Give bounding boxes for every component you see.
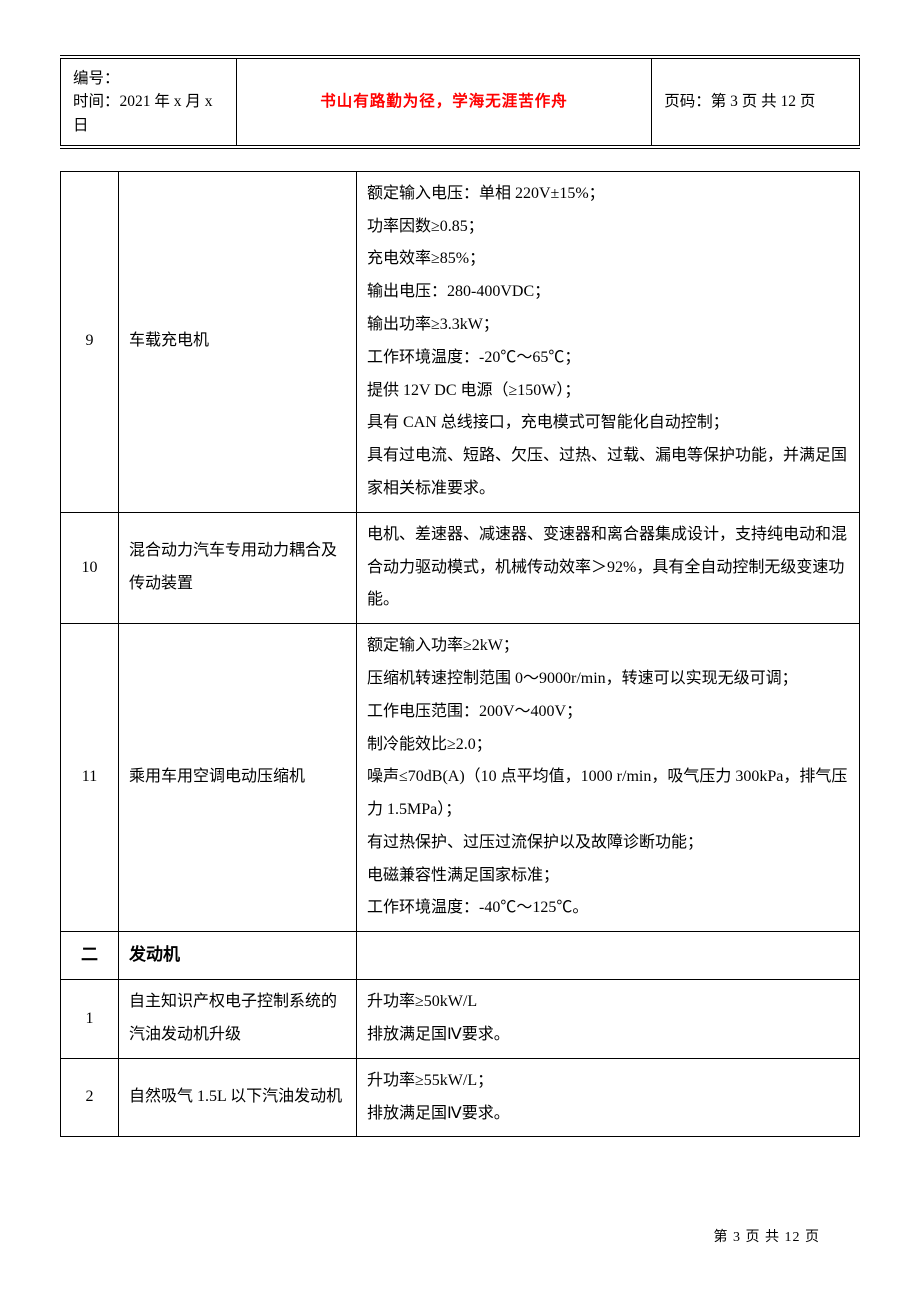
spec-line: 升功率≥50kW/L [367, 986, 849, 1019]
row-name: 自然吸气 1.5L 以下汽油发动机 [119, 1058, 357, 1137]
spec-line: 输出电压：280‑400VDC； [367, 276, 849, 309]
header-left-cell: 编号： 时间：2021 年 x 月 x 日 [61, 59, 237, 146]
spec-line: 额定输入功率≥2kW； [367, 630, 849, 663]
spec-line: 压缩机转速控制范围 0～9000r/min，转速可以实现无级可调； [367, 663, 849, 696]
spec-line: 输出功率≥3.3kW； [367, 309, 849, 342]
row-name: 乘用车用空调电动压缩机 [119, 624, 357, 932]
row-num: 1 [61, 980, 119, 1059]
spec-line: 功率因数≥0.85； [367, 211, 849, 244]
spec-line: 充电效率≥85%； [367, 243, 849, 276]
row-name: 自主知识产权电子控制系统的汽油发动机升级 [119, 980, 357, 1059]
row-spec: 升功率≥50kW/L 排放满足国Ⅳ要求。 [357, 980, 860, 1059]
row-num: 11 [61, 624, 119, 932]
spec-line: 工作环境温度：‑40℃～125℃。 [367, 892, 849, 925]
row-spec: 额定输入功率≥2kW； 压缩机转速控制范围 0～9000r/min，转速可以实现… [357, 624, 860, 932]
row-name: 混合动力汽车专用动力耦合及传动装置 [119, 512, 357, 623]
spec-line: 额定输入电压：单相 220V±15%； [367, 178, 849, 211]
spec-line: 具有 CAN 总线接口，充电模式可智能化自动控制； [367, 407, 849, 440]
spec-line: 工作电压范围：200V～400V； [367, 696, 849, 729]
table-row: 1 自主知识产权电子控制系统的汽油发动机升级 升功率≥50kW/L 排放满足国Ⅳ… [61, 980, 860, 1059]
spec-line: 提供 12V DC 电源（≥150W）； [367, 375, 849, 408]
spec-line: 电磁兼容性满足国家标准； [367, 860, 849, 893]
section-spec [357, 932, 860, 980]
header-motto: 书山有路勤为径，学海无涯苦作舟 [236, 59, 651, 146]
table-row: 2 自然吸气 1.5L 以下汽油发动机 升功率≥55kW/L； 排放满足国Ⅳ要求… [61, 1058, 860, 1137]
spec-line: 排放满足国Ⅳ要求。 [367, 1098, 849, 1131]
page-header: 编号： 时间：2021 年 x 月 x 日 书山有路勤为径，学海无涯苦作舟 页码… [60, 55, 860, 149]
row-num: 10 [61, 512, 119, 623]
spec-line: 制冷能效比≥2.0； [367, 729, 849, 762]
spec-line: 噪声≤70dB(A)（10 点平均值，1000 r/min，吸气压力 300kP… [367, 761, 849, 827]
time-line: 时间：2021 年 x 月 x 日 [73, 93, 213, 133]
table-row: 11 乘用车用空调电动压缩机 额定输入功率≥2kW； 压缩机转速控制范围 0～9… [61, 624, 860, 932]
section-name: 发动机 [119, 932, 357, 980]
row-name: 车载充电机 [119, 171, 357, 512]
header-page: 页码：第 3 页 共 12 页 [652, 59, 860, 146]
spec-line: 有过热保护、过压过流保护以及故障诊断功能； [367, 827, 849, 860]
spec-line: 具有过电流、短路、欠压、过热、过载、漏电等保护功能，并满足国家相关标准要求。 [367, 440, 849, 506]
header-table: 编号： 时间：2021 年 x 月 x 日 书山有路勤为径，学海无涯苦作舟 页码… [60, 58, 860, 146]
table-row: 9 车载充电机 额定输入电压：单相 220V±15%； 功率因数≥0.85； 充… [61, 171, 860, 512]
row-spec: 额定输入电压：单相 220V±15%； 功率因数≥0.85； 充电效率≥85%；… [357, 171, 860, 512]
page-footer: 第 3 页 共 12 页 [0, 1225, 920, 1252]
row-num: 2 [61, 1058, 119, 1137]
doc-no-label: 编号： [73, 70, 120, 87]
section-row: 二 发动机 [61, 932, 860, 980]
table-row: 10 混合动力汽车专用动力耦合及传动装置 电机、差速器、减速器、变速器和离合器集… [61, 512, 860, 623]
row-spec: 电机、差速器、减速器、变速器和离合器集成设计，支持纯电动和混合动力驱动模式，机械… [357, 512, 860, 623]
spec-line: 升功率≥55kW/L； [367, 1065, 849, 1098]
spec-line: 排放满足国Ⅳ要求。 [367, 1019, 849, 1052]
row-num: 9 [61, 171, 119, 512]
section-num: 二 [61, 932, 119, 980]
spec-line: 电机、差速器、减速器、变速器和离合器集成设计，支持纯电动和混合动力驱动模式，机械… [367, 519, 849, 617]
row-spec: 升功率≥55kW/L； 排放满足国Ⅳ要求。 [357, 1058, 860, 1137]
main-table: 9 车载充电机 额定输入电压：单相 220V±15%； 功率因数≥0.85； 充… [60, 171, 860, 1138]
spec-line: 工作环境温度：‑20℃～65℃； [367, 342, 849, 375]
